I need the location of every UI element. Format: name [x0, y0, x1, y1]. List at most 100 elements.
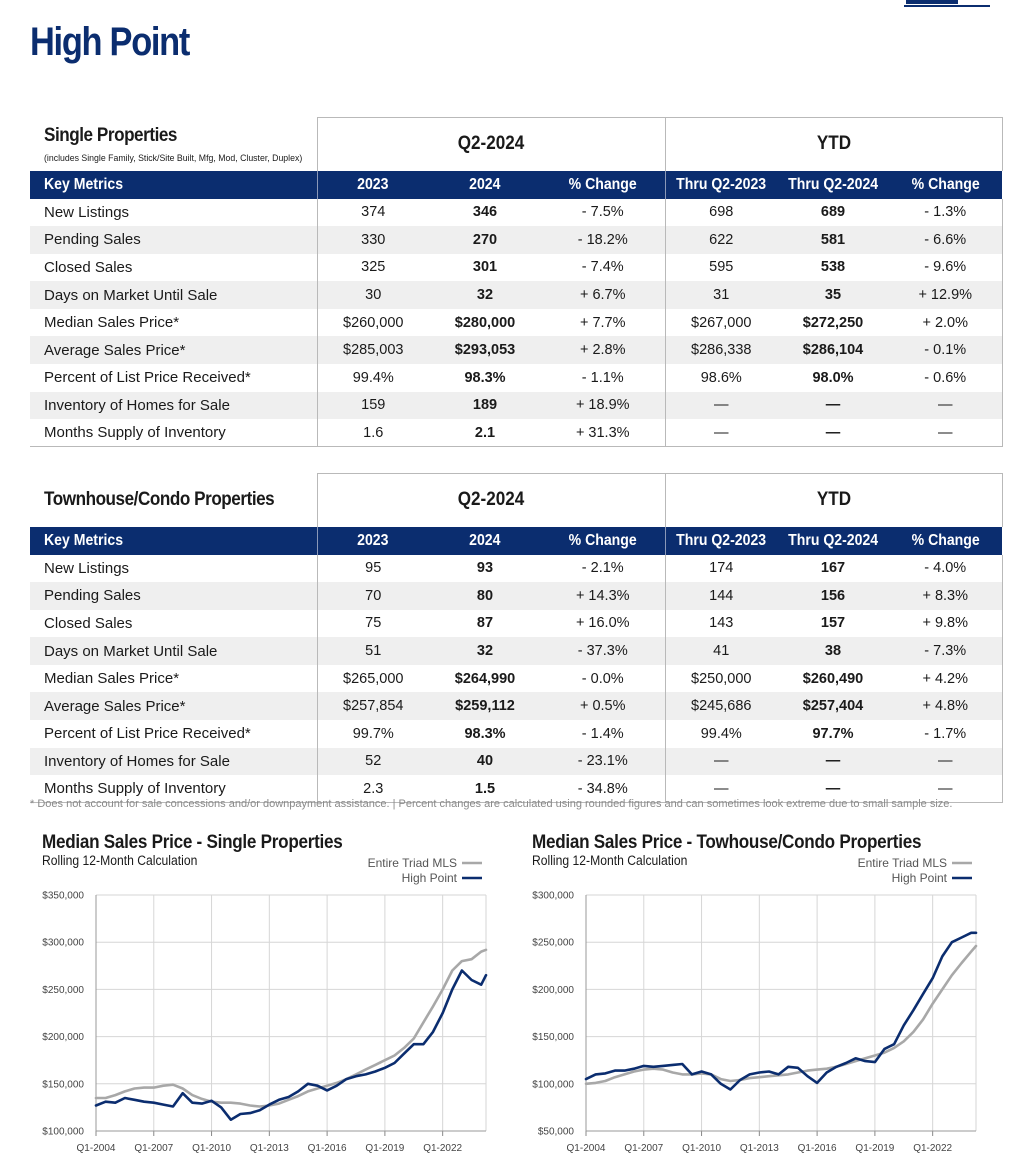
ytd-2023: 98.6% [664, 364, 777, 392]
quarter-pct-change: - 7.4% [581, 259, 624, 276]
ytd-2024: — [777, 775, 889, 804]
metric-row: New Listings 374 346 - 7.5% 698 689 - 1.3% [30, 198, 1003, 227]
metric-name: Inventory of Homes for Sale [30, 391, 317, 420]
legend-label: High Point [892, 871, 948, 885]
section-subtitle: (includes Single Family, Stick/Site Buil… [44, 152, 303, 164]
value-2024: $280,000 [454, 314, 516, 331]
ytd-2024: 538 [820, 259, 846, 276]
metric-row: Days on Market Until Sale 51 32- 37.3% 41 38… [30, 637, 1003, 665]
column-header-label: Thru Q2-2023 [676, 175, 767, 193]
section-heading: Townhouse/Condo Properties [30, 474, 317, 527]
section-title: Single Properties [44, 124, 178, 146]
chart-title: Median Sales Price - Single Properties [42, 832, 343, 853]
quarter-pct-change: - 0.0% [581, 670, 624, 687]
value-2023: 75 [316, 609, 429, 638]
metric-row: Closed Sales 325 301 - 7.4% 595 538 - 9.6% [30, 253, 1003, 282]
metric-name: Months Supply of Inventory [30, 419, 317, 448]
townhouse-price-chart: $50,000 $100,000 $150,000 $200,000 $250,000 $… [520, 832, 990, 1170]
metric-name: Days on Market Until Sale [30, 637, 317, 665]
y-tick-label: $300,000 [532, 891, 574, 902]
column-header-label: % Change [568, 531, 637, 549]
series-line-high-point [584, 931, 978, 1091]
ytd-pct-change: + 12.9% [889, 281, 1003, 309]
section-heading: Single Properties (includes Single Family… [30, 118, 317, 171]
metric-name: Average Sales Price* [30, 692, 317, 721]
ytd-2024: — [777, 419, 889, 448]
y-tick-label: $50,000 [538, 1127, 575, 1138]
quarter-pct-change: - 34.8% [541, 775, 665, 804]
column-header-label: 2023 [357, 175, 389, 193]
column-header: Thru Q2-2024 [777, 526, 889, 555]
period-ytd-heading: YTD [664, 473, 1003, 527]
column-header-label: Thru Q2-2024 [787, 531, 878, 549]
metric-row: Months Supply of Inventory 2.3 1.5- 34.8% —… [30, 775, 1003, 804]
page-title: High Point [30, 20, 190, 64]
x-tick-label: Q1-2004 [567, 1143, 606, 1154]
ytd-pct-change: + 2.0% [889, 308, 1003, 337]
metric-row: Median Sales Price* $260,000 $280,000 + 7.7… [30, 308, 1003, 337]
section-header-row: Townhouse/Condo Properties Q2-2024 YTD [30, 473, 1003, 527]
quarter-pct-change: - 1.4% [581, 725, 624, 742]
period-quarter-heading: Q2-2024 [316, 117, 666, 171]
x-tick-label: Q1-2004 [77, 1143, 116, 1154]
ytd-2024: 97.7% [812, 725, 854, 742]
ytd-pct-change: - 0.6% [889, 364, 1003, 392]
ytd-2023: $267,000 [664, 308, 777, 337]
value-2024: 40 [429, 747, 541, 776]
line-chart: $50,000 $100,000 $150,000 $200,000 $250,000 $… [532, 856, 978, 1154]
ytd-pct-change: — [889, 747, 1003, 776]
quarter-pct-change: - 37.3% [541, 637, 665, 665]
value-2023: 330 [316, 226, 429, 254]
column-header: Thru Q2-2023 [664, 170, 777, 199]
single-properties-table: Single Properties (includes Single Family… [30, 117, 1003, 448]
ytd-pct-change: + 9.8% [889, 609, 1003, 638]
ytd-2024: 156 [777, 582, 889, 610]
quarter-pct-change: + 16.0% [575, 615, 630, 632]
column-header: % Change [541, 170, 665, 199]
legend-label: Entire Triad MLS [858, 856, 947, 870]
ytd-2024: — [777, 747, 889, 776]
ytd-2023: 31 [664, 281, 777, 309]
value-2024: $293,053 [429, 336, 541, 365]
section-title: Townhouse/Condo Properties [44, 489, 275, 510]
ytd-pct-change: - 1.3% [889, 198, 1003, 227]
quarter-pct-change: + 2.8% [541, 336, 665, 365]
series-line-high-point [94, 969, 488, 1122]
metric-row: Average Sales Price* $257,854 $259,112 + 0.… [30, 692, 1003, 721]
footnote: * Does not account for sale concessions … [30, 798, 953, 810]
ytd-2023: 622 [664, 226, 777, 254]
value-2023: $257,854 [316, 692, 429, 721]
column-header-label: Key Metrics [44, 175, 124, 193]
value-2023: 99.7% [316, 720, 429, 748]
value-2023: 159 [316, 391, 429, 420]
ytd-pct-change: + 8.3% [889, 582, 1003, 610]
value-2024: 346 [472, 204, 498, 221]
ytd-2023: 143 [664, 609, 777, 638]
quarter-pct-change: - 1.1% [581, 369, 624, 386]
ytd-2023: — [664, 419, 777, 448]
value-2024: 93 [476, 560, 494, 577]
ytd-pct-change: - 4.0% [889, 554, 1003, 583]
value-2023: 30 [316, 281, 429, 309]
period-ytd-heading: YTD [664, 117, 1003, 171]
column-header-label: % Change [568, 175, 637, 193]
quarter-pct-change: + 18.9% [541, 391, 665, 420]
single-price-chart: $100,000 $150,000 $200,000 $250,000 $300,000… [30, 832, 500, 1170]
column-header-label: Key Metrics [44, 531, 124, 549]
value-2023: $265,000 [316, 664, 429, 693]
metric-name: Pending Sales [30, 582, 317, 610]
x-tick-label: Q1-2022 [423, 1143, 462, 1154]
metric-row: Pending Sales 330 270- 18.2% 622 581- 6.6% [30, 226, 1003, 254]
ytd-2023: — [664, 747, 777, 776]
period-ytd-label: YTD [816, 489, 851, 511]
value-2024: 189 [429, 391, 541, 420]
value-2023: $260,000 [316, 308, 429, 337]
value-2024: 32 [429, 281, 541, 309]
quarter-pct-change: - 18.2% [541, 226, 665, 254]
ytd-2024: 689 [820, 204, 846, 221]
value-2024: $259,112 [429, 692, 541, 721]
metric-name: Days on Market Until Sale [30, 281, 317, 309]
metric-row: Median Sales Price* $265,000 $264,990 - 0.0… [30, 664, 1003, 693]
townhouse-condo-table: Townhouse/Condo Properties Q2-2024 YTD Key … [30, 473, 1003, 804]
period-quarter-heading: Q2-2024 [316, 473, 666, 527]
